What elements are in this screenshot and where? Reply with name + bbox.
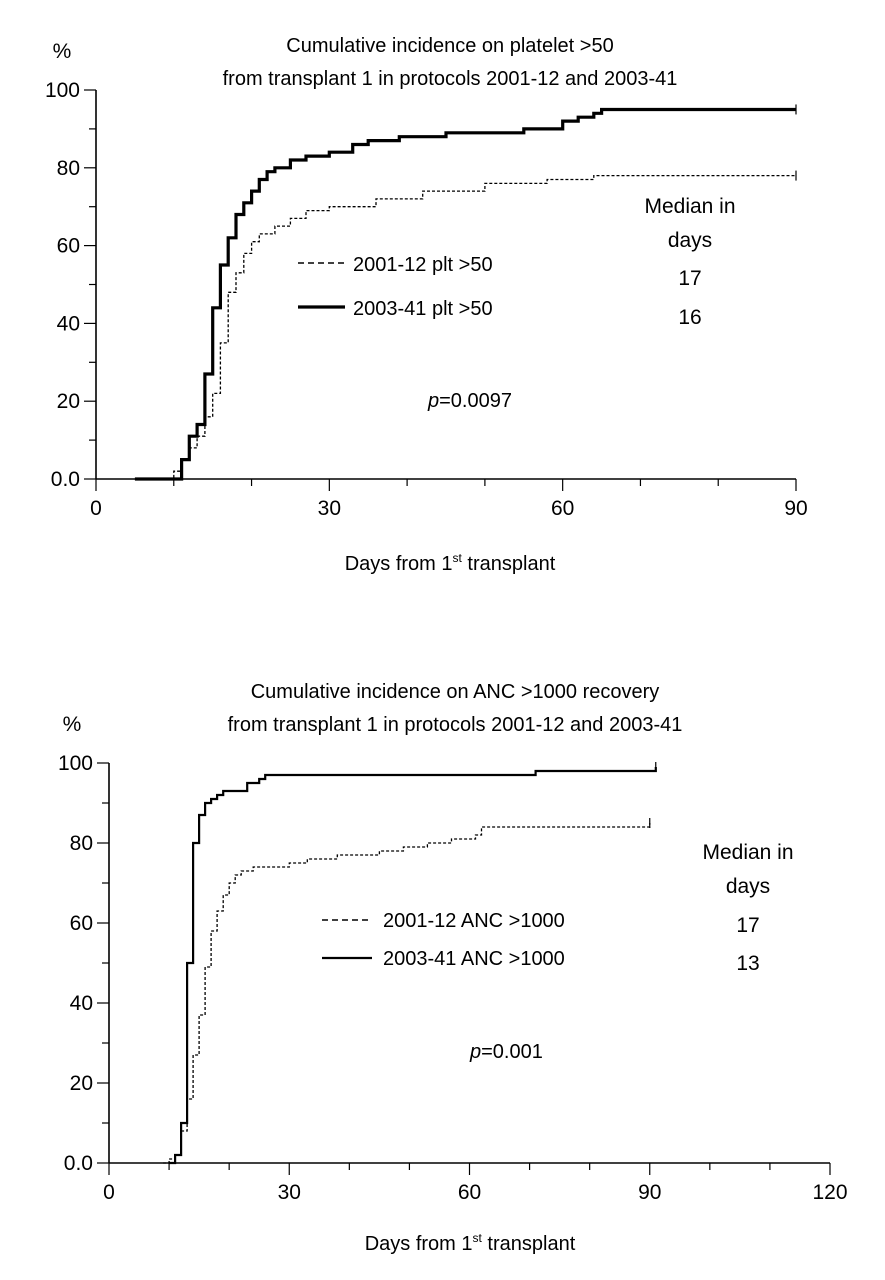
axes [97, 762, 831, 1175]
legend-label-2001-12: 2001-12 ANC >1000 [383, 910, 565, 932]
y-tick-label: 60 [57, 235, 80, 258]
legend-label-2003-41: 2003-41 ANC >1000 [383, 948, 565, 970]
median-header: Median in [644, 195, 735, 218]
median-header: Median in [702, 841, 793, 864]
legend: 2001-12 plt >50 2003-41 plt >50 [298, 254, 493, 320]
median-header-days: days [726, 875, 770, 898]
median-value-2001-12: 17 [678, 267, 701, 290]
x-tick-label: 90 [784, 497, 807, 520]
x-tick-label: 60 [551, 497, 574, 520]
x-tick-labels: 0 30 60 90 120 [103, 1181, 847, 1204]
legend-label-2003-41: 2003-41 plt >50 [353, 298, 493, 320]
chart-subtitle: from transplant 1 in protocols 2001-12 a… [223, 68, 678, 90]
chart-anc: Cumulative incidence on ANC >1000 recove… [58, 681, 848, 1255]
legend-label-2001-12: 2001-12 plt >50 [353, 254, 493, 276]
y-tick-labels: 0.0 20 40 60 80 100 [58, 752, 93, 1175]
median-value-2003-41: 16 [678, 306, 701, 329]
y-tick-labels: 0.0 20 40 60 80 100 [45, 79, 80, 491]
median-header-days: days [668, 229, 712, 252]
p-value: p=0.0097 [427, 390, 512, 412]
median-table: Median in days 17 13 [702, 841, 793, 975]
series-layer [163, 762, 657, 1165]
y-tick-label: 40 [57, 312, 80, 335]
x-tick-label: 0 [103, 1181, 115, 1204]
x-tick-label: 0 [90, 497, 102, 520]
y-axis-unit-label: % [53, 40, 72, 63]
x-tick-label: 120 [812, 1181, 847, 1204]
x-tick-label: 90 [638, 1181, 661, 1204]
axes [84, 89, 797, 491]
series-line-2001-12 [134, 174, 796, 480]
chart-title: Cumulative incidence on ANC >1000 recove… [251, 681, 660, 703]
x-tick-label: 60 [458, 1181, 481, 1204]
series-line-2001-12 [163, 823, 651, 1164]
y-tick-label: 100 [58, 752, 93, 775]
series-line-2003-41 [169, 767, 657, 1165]
y-tick-label: 20 [70, 1072, 93, 1095]
x-tick-labels: 0 30 60 90 [90, 497, 808, 520]
median-table: Median in days 17 16 [644, 195, 735, 329]
y-tick-label: 20 [57, 390, 80, 413]
chart-title: Cumulative incidence on platelet >50 [286, 35, 613, 57]
y-tick-label: 100 [45, 79, 80, 102]
chart-subtitle: from transplant 1 in protocols 2001-12 a… [228, 714, 683, 736]
y-tick-label: 80 [57, 157, 80, 180]
x-axis-label: Days from 1st transplant [365, 1231, 576, 1255]
y-axis-unit-label: % [63, 713, 82, 736]
y-tick-label: 40 [70, 992, 93, 1015]
y-tick-label: 0.0 [64, 1152, 93, 1175]
series-layer [134, 104, 797, 481]
x-tick-label: 30 [278, 1181, 301, 1204]
y-tick-label: 0.0 [51, 468, 80, 491]
chart-platelet: Cumulative incidence on platelet >50 fro… [45, 35, 808, 575]
y-tick-label: 60 [70, 912, 93, 935]
x-axis-label: Days from 1st transplant [345, 551, 556, 575]
median-value-2003-41: 13 [736, 952, 759, 975]
legend: 2001-12 ANC >1000 2003-41 ANC >1000 [322, 910, 565, 970]
series-line-2003-41 [134, 107, 796, 481]
x-tick-label: 30 [318, 497, 341, 520]
p-value: p=0.001 [469, 1041, 543, 1063]
y-tick-label: 80 [70, 832, 93, 855]
median-value-2001-12: 17 [736, 914, 759, 937]
